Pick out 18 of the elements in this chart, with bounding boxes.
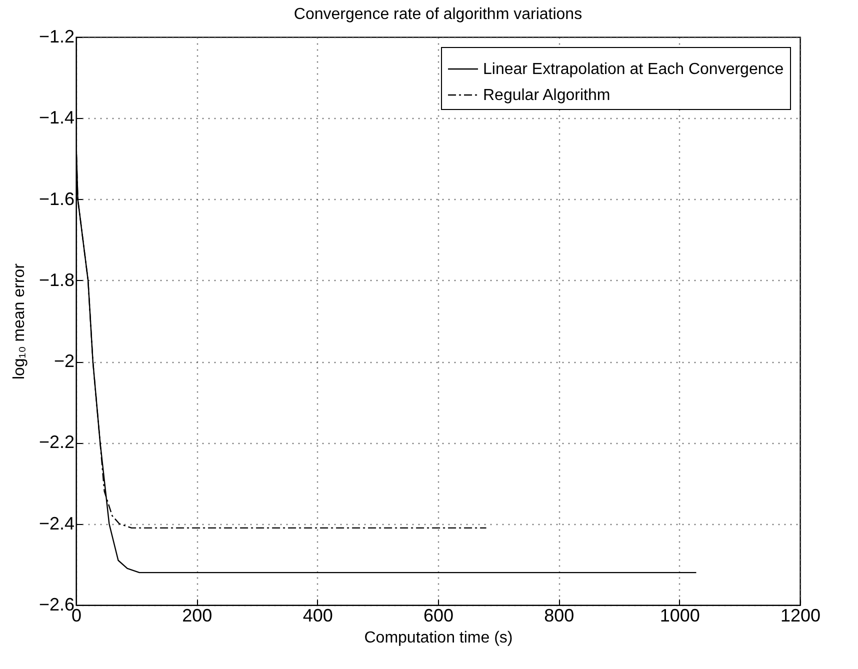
x-axis-title: Computation time (s) (364, 630, 513, 646)
x-tick-label: 400 (302, 606, 333, 626)
y-tick-label: −1.2 (38, 26, 74, 46)
x-tick-label: 800 (544, 606, 574, 626)
legend-label: Linear Extrapolation at Each Convergence (483, 61, 784, 78)
y-tick-label: −2.4 (38, 513, 74, 534)
y-axis-title: log₁₀ mean error (10, 262, 28, 380)
x-tick-label: 200 (182, 606, 212, 626)
x-tick-label: 1000 (660, 606, 700, 626)
y-tick-label: −2.2 (38, 432, 74, 452)
x-tick-label: 600 (423, 606, 454, 626)
y-tick-label: −1.6 (38, 188, 74, 209)
y-tick-label: −1.8 (38, 270, 74, 290)
chart-title: Convergence rate of algorithm variations (294, 6, 582, 23)
y-tick-label: −1.4 (38, 108, 74, 128)
x-tick-label: 1200 (780, 606, 821, 626)
legend-label: Regular Algorithm (483, 87, 610, 104)
y-tick-label: −2 (54, 351, 74, 372)
